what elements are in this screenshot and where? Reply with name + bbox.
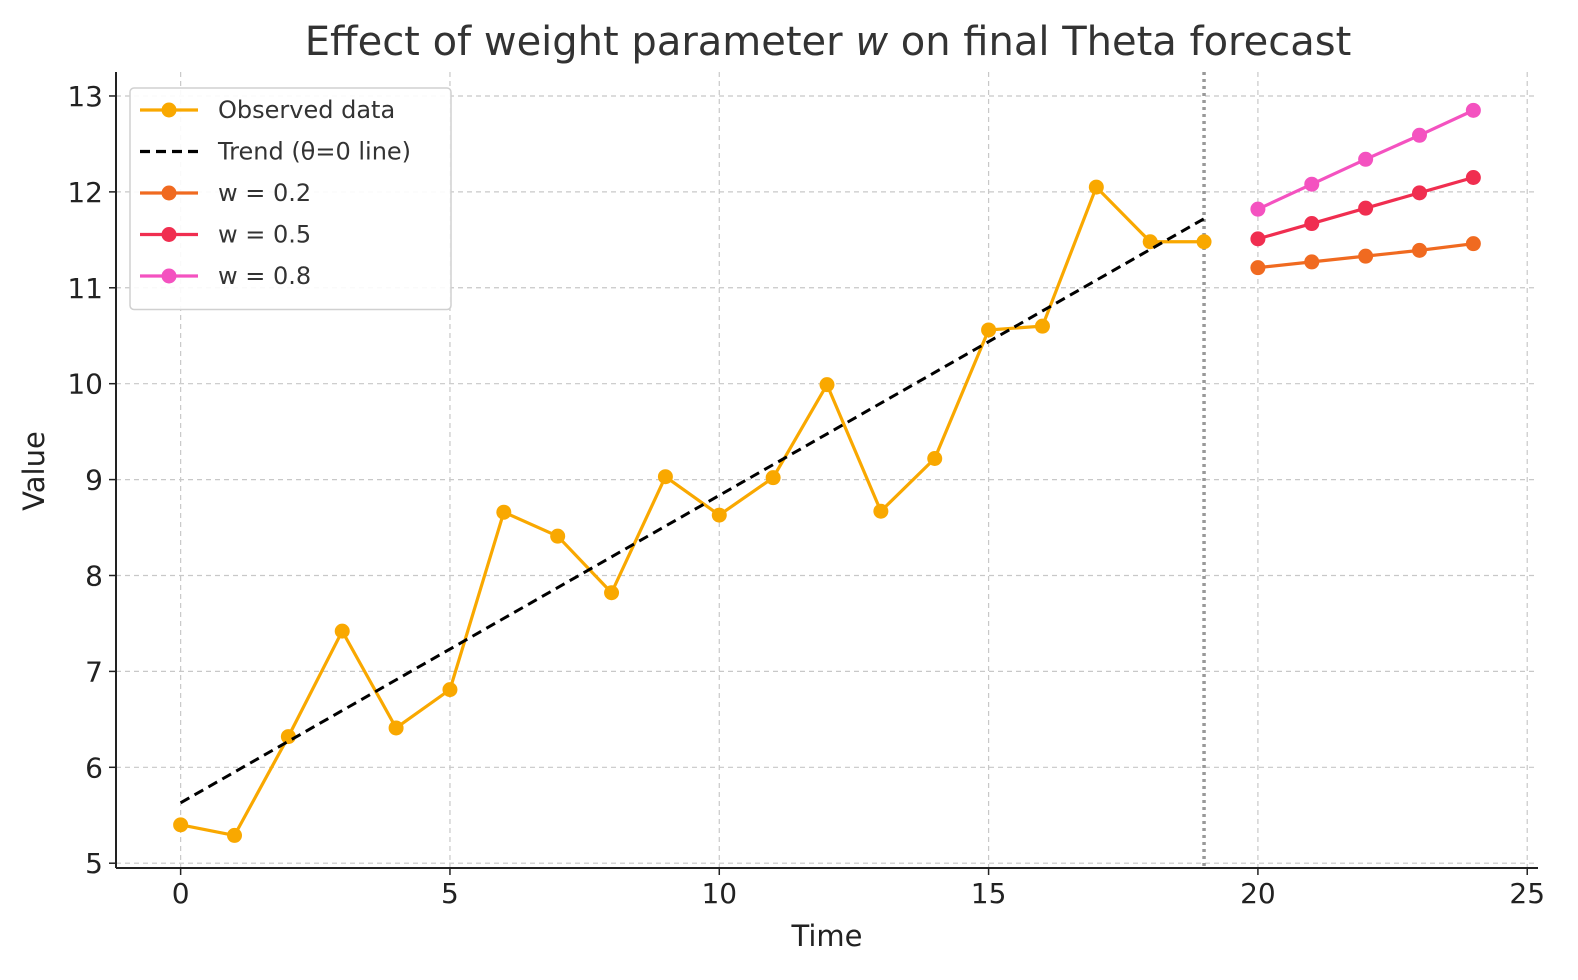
legend-label: Observed data — [218, 96, 395, 124]
data-point — [1250, 201, 1266, 217]
data-point — [388, 720, 404, 736]
data-point — [1088, 179, 1104, 195]
data-point — [711, 507, 727, 523]
data-point — [1412, 185, 1427, 201]
data-point — [1465, 102, 1481, 118]
y-tick-label: 6 — [85, 751, 103, 784]
data-point — [604, 585, 620, 601]
data-point — [1196, 234, 1212, 250]
data-point — [227, 827, 242, 843]
y-tick-label: 13 — [67, 80, 103, 113]
data-point — [1412, 127, 1427, 143]
data-point — [173, 817, 189, 833]
y-tick-label: 10 — [67, 368, 103, 401]
data-point — [496, 504, 512, 520]
data-point — [1465, 169, 1481, 185]
data-point — [280, 729, 296, 745]
data-point — [1034, 318, 1050, 334]
x-tick-label: 5 — [441, 877, 459, 910]
y-tick-label: 11 — [67, 272, 103, 305]
legend-box — [129, 87, 452, 311]
data-point — [765, 470, 781, 486]
y-axis-label: Value — [17, 431, 51, 511]
legend-swatch-marker — [161, 102, 177, 118]
data-point — [442, 682, 458, 698]
data-point — [1250, 260, 1266, 276]
data-point — [873, 503, 889, 519]
series-0 — [173, 179, 1212, 843]
legend: Observed data Trend (θ=0 line) w = 0.2 w = … — [129, 87, 452, 311]
x-tick-label: 25 — [1509, 877, 1545, 910]
legend-swatch-marker — [161, 268, 177, 284]
chart-title-symbol: w — [855, 19, 888, 65]
data-point — [1465, 236, 1481, 252]
x-tick-label: 20 — [1240, 877, 1276, 910]
data-point — [1304, 216, 1320, 232]
data-point — [1412, 242, 1427, 258]
legend-label: Trend (θ=0 line) — [217, 138, 411, 166]
data-point — [1358, 200, 1374, 216]
legend-entry: w = 0.8 — [140, 262, 311, 290]
legend-label: w = 0.8 — [218, 262, 311, 290]
legend-entry: w = 0.2 — [140, 179, 311, 207]
data-point — [1250, 231, 1266, 247]
y-tick-label: 9 — [85, 464, 103, 497]
data-point — [981, 322, 997, 338]
series-1 — [179, 217, 1205, 805]
data-point — [657, 469, 673, 485]
data-point — [550, 528, 566, 544]
data-point — [1142, 234, 1158, 250]
series-4 — [1250, 102, 1481, 217]
legend-swatch-marker — [161, 185, 177, 201]
legend-entry: Trend (θ=0 line) — [140, 138, 411, 166]
x-tick-label: 0 — [172, 877, 190, 910]
legend-label: w = 0.5 — [218, 221, 311, 249]
series-2 — [1250, 236, 1481, 276]
series-line — [179, 217, 1205, 805]
chart-title-suffix: on final Theta forecast — [888, 19, 1351, 65]
data-point — [1358, 248, 1374, 264]
y-tick-label: 12 — [67, 176, 103, 209]
series-line — [180, 185, 1205, 837]
series-layer — [173, 102, 1481, 843]
x-tick-label: 10 — [701, 877, 737, 910]
series-3 — [1250, 169, 1481, 247]
y-tick-label: 7 — [85, 655, 103, 688]
chart-title: Effect of weight parameter w on final Th… — [305, 19, 1352, 65]
data-point — [819, 377, 835, 393]
legend-entry: w = 0.5 — [140, 221, 311, 249]
legend-swatch-marker — [161, 227, 177, 242]
axes-layer: 0 5 10 15 20 25 5 6 7 8 9 10 11 12 13 — [67, 72, 1545, 910]
data-point — [1304, 176, 1320, 192]
x-tick-label: 15 — [971, 877, 1007, 910]
data-point — [927, 450, 943, 466]
legend-label: w = 0.2 — [218, 179, 311, 207]
y-tick-label: 5 — [85, 847, 103, 880]
x-axis-label: Time — [791, 919, 863, 953]
legend-entry: Observed data — [140, 96, 395, 124]
y-tick-label: 8 — [85, 559, 103, 592]
data-point — [334, 623, 350, 639]
data-point — [1358, 151, 1374, 167]
data-point — [1304, 254, 1320, 270]
chart-title-prefix: Effect of weight parameter — [305, 19, 856, 65]
